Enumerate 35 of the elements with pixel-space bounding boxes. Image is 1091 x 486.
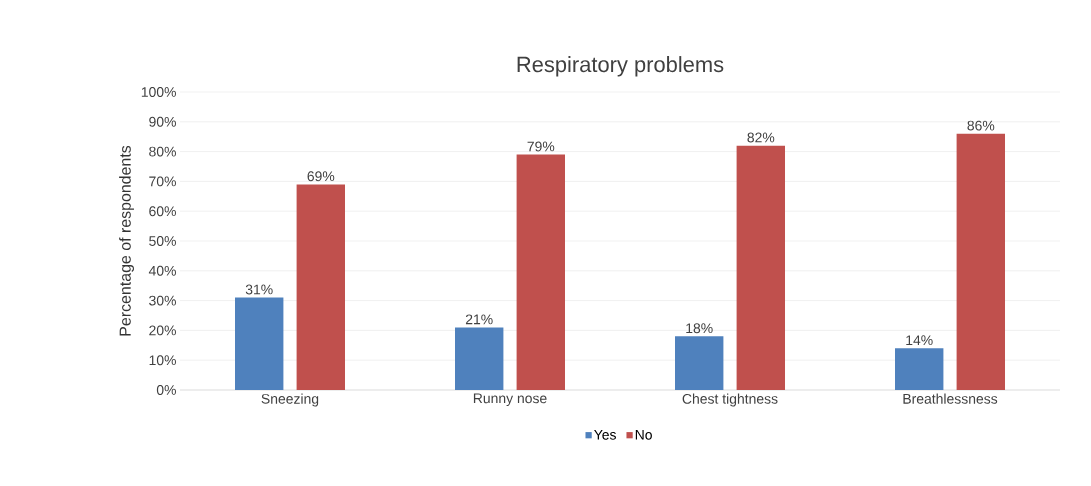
data-label: 69% bbox=[307, 171, 335, 182]
y-tick-label: 90% bbox=[149, 116, 176, 127]
bar bbox=[516, 154, 565, 390]
data-label: 31% bbox=[245, 284, 273, 295]
x-tick-label: Runny nose bbox=[473, 393, 547, 407]
y-tick-label: 10% bbox=[149, 355, 176, 366]
x-tick-label: Chest tightness bbox=[682, 393, 778, 407]
legend-label: Yes bbox=[594, 429, 616, 440]
data-label: 18% bbox=[686, 323, 713, 334]
data-label: 82% bbox=[747, 132, 775, 143]
bar bbox=[895, 348, 944, 390]
y-tick-label: 60% bbox=[149, 206, 176, 217]
bar bbox=[675, 336, 724, 390]
y-tick-label: 80% bbox=[149, 146, 176, 157]
y-tick-label: 50% bbox=[149, 236, 176, 246]
bar bbox=[235, 297, 284, 390]
y-tick-label: 0% bbox=[156, 385, 176, 395]
y-tick-label: 100% bbox=[141, 87, 176, 97]
bar bbox=[956, 133, 1005, 390]
y-tick-label: 30% bbox=[149, 295, 176, 306]
data-label: 79% bbox=[527, 141, 555, 152]
x-tick-label: Breathlessness bbox=[903, 393, 998, 404]
legend-label: No bbox=[635, 429, 652, 440]
y-tick-label: 20% bbox=[149, 325, 176, 336]
data-label: 86% bbox=[967, 120, 995, 131]
y-tick-label: 40% bbox=[148, 265, 176, 276]
bar bbox=[296, 184, 345, 390]
data-label: 21% bbox=[465, 314, 493, 325]
data-label: 14% bbox=[906, 335, 933, 346]
chart-title: Respiratory problems bbox=[517, 56, 724, 77]
x-tick-label: Sneezing bbox=[261, 393, 319, 407]
bar bbox=[455, 327, 504, 390]
y-tick-label: 70% bbox=[149, 176, 176, 187]
bar bbox=[736, 145, 785, 390]
y-axis-title: Percentage of respondents bbox=[119, 145, 134, 336]
